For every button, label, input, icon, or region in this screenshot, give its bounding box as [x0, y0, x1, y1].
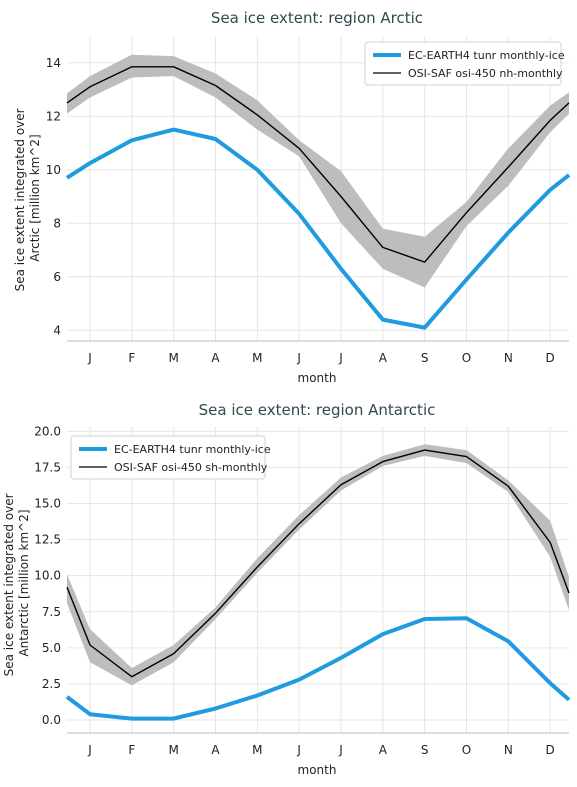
series-line-model: [65, 127, 571, 330]
x-tick-label: F: [128, 743, 135, 757]
y-tick-label: 17.5: [34, 460, 61, 474]
x-tick-label: S: [421, 351, 429, 365]
x-tick-label: O: [462, 351, 471, 365]
range-band-obs: [67, 444, 569, 686]
y-tick-label: 14: [46, 56, 61, 70]
y-tick-label: 5.0: [42, 641, 61, 655]
y-tick-labels: 4 6 8 10 12 14: [46, 56, 61, 338]
legend-box: [70, 435, 266, 480]
y-tick-label: 8: [53, 216, 61, 230]
y-axis-label-line-2: Arctic [million km^2]: [28, 134, 42, 261]
y-tick-label: 10: [46, 163, 61, 177]
x-tick-label: A: [379, 351, 388, 365]
y-tick-label: 12.5: [34, 533, 61, 547]
y-tick-labels: 0.0 2.5 5.0 7.5 10.0 12.5 15.0 17.5 20.0: [34, 424, 61, 727]
y-tick-label: 0.0: [42, 713, 61, 727]
x-tick-label: D: [546, 351, 555, 365]
y-axis-label: Sea ice extent integrated over Antarctic…: [2, 490, 31, 677]
y-tick-label: 6: [53, 270, 61, 284]
legend-label-model: EC-EARTH4 tunr monthly-ice: [408, 49, 565, 62]
x-tick-label: J: [338, 351, 343, 365]
x-tick-label: J: [87, 743, 92, 757]
y-tick-label: 2.5: [42, 677, 61, 691]
antarctic-chart: Sea ice extent: region Antarctic 0.0 2.5 5…: [2, 401, 571, 777]
x-tick-label: F: [128, 351, 135, 365]
legend-label-model: EC-EARTH4 tunr monthly-ice: [114, 443, 271, 456]
x-tick-label: M: [252, 743, 262, 757]
x-tick-label: A: [379, 743, 388, 757]
legend-label-obs: OSI-SAF osi-450 sh-monthly: [114, 461, 268, 474]
arctic-chart: Sea ice extent: region Arctic 468101214 …: [13, 9, 571, 385]
x-axis-label: month: [298, 371, 337, 385]
observation-range-band: [67, 444, 569, 686]
x-tick-label: S: [421, 743, 429, 757]
chart-title: Sea ice extent: region Arctic: [211, 9, 423, 27]
x-axis-label: month: [298, 763, 337, 777]
y-axis-label-line-2: Antarctic [million km^2]: [17, 509, 31, 656]
x-tick-label: J: [296, 743, 301, 757]
y-tick-label: 4: [53, 323, 61, 337]
x-tick-label: N: [504, 743, 513, 757]
series-lines: [65, 66, 571, 330]
x-tick-label: A: [211, 351, 220, 365]
legend-box: [364, 41, 562, 86]
x-tick-label: M: [252, 351, 262, 365]
x-tick-label: O: [462, 743, 471, 757]
chart-title: Sea ice extent: region Antarctic: [199, 401, 436, 419]
x-tick-label: A: [211, 743, 220, 757]
legend: EC-EARTH4 tunr monthly-ice OSI-SAF osi-4…: [70, 435, 271, 480]
series-line-obs: [66, 449, 570, 678]
series-line-obs: [66, 66, 570, 263]
x-tick-label: N: [504, 351, 513, 365]
series-line-model: [65, 616, 571, 721]
y-tick-label: 15.0: [34, 497, 61, 511]
series-lines: [65, 449, 571, 721]
y-tick-label: 10.0: [34, 569, 61, 583]
x-tick-label: J: [338, 743, 343, 757]
y-axis-label-line-1: Sea ice extent integrated over: [2, 493, 16, 676]
y-axis-label-line-1: Sea ice extent integrated over: [13, 108, 27, 291]
legend: EC-EARTH4 tunr monthly-ice OSI-SAF osi-4…: [364, 41, 565, 86]
y-tick-label: 7.5: [42, 605, 61, 619]
x-tick-label: M: [168, 743, 178, 757]
x-tick-label: J: [87, 351, 92, 365]
y-axis-label: Sea ice extent integrated over Arctic [m…: [13, 105, 42, 292]
y-tick-label: 12: [46, 109, 61, 123]
legend-label-obs: OSI-SAF osi-450 nh-monthly: [408, 67, 563, 80]
x-tick-label: M: [168, 351, 178, 365]
y-tick-label: 20.0: [34, 424, 61, 438]
x-tick-label: J: [296, 351, 301, 365]
x-tick-label: D: [546, 743, 555, 757]
